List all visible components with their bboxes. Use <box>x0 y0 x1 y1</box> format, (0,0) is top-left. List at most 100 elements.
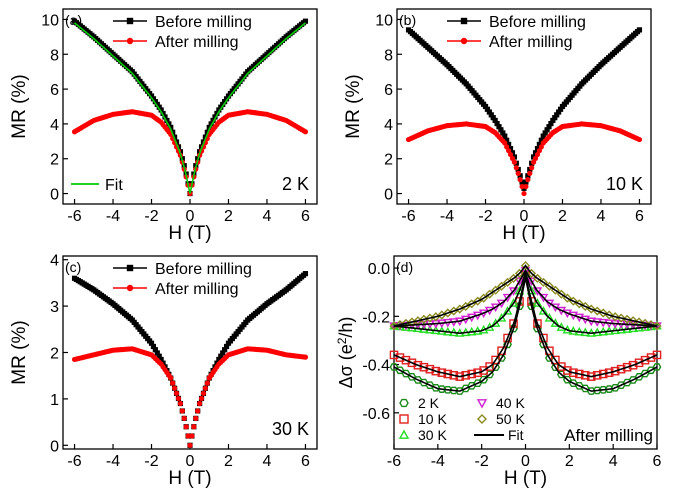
data-point <box>220 101 226 108</box>
data-point <box>214 110 220 117</box>
data-point <box>646 353 656 362</box>
data-point <box>212 114 218 120</box>
legend-entry: Before milling <box>113 14 252 31</box>
data-point <box>531 159 537 165</box>
x-tick-label: 4 <box>597 208 606 225</box>
data-point <box>652 363 662 371</box>
data-point <box>425 364 435 374</box>
data-point <box>302 129 309 135</box>
legend-label: 2 K <box>418 395 440 411</box>
data-point <box>202 385 208 391</box>
data-point <box>586 387 596 395</box>
data-point <box>479 375 489 384</box>
data-point <box>539 333 548 343</box>
y-tick-label: 4 <box>50 117 59 134</box>
x-tick-label: 4 <box>263 208 272 225</box>
data-point <box>610 366 620 376</box>
data-point <box>514 268 525 278</box>
x-tick-label: 2 <box>224 453 233 470</box>
data-point <box>550 318 561 327</box>
data-point <box>568 379 578 388</box>
y-tick-label: 2 <box>50 346 59 363</box>
x-tick-label: -2 <box>478 208 492 225</box>
legend-label: Fit <box>508 427 524 443</box>
data-point <box>526 277 537 287</box>
y-tick-label: 10 <box>375 12 393 29</box>
data-point <box>177 400 183 407</box>
x-tick-label: 0 <box>521 453 530 470</box>
x-axis-label: H (T) <box>168 223 211 244</box>
legend-label: 40 K <box>496 395 525 411</box>
data-point <box>502 306 513 315</box>
y-tick-label: 10 <box>41 12 59 29</box>
data-point <box>395 353 405 362</box>
x-tick-label: -2 <box>144 208 158 225</box>
data-point <box>634 358 644 368</box>
data-point <box>216 356 222 363</box>
data-point <box>552 115 558 121</box>
x-tick-label: -4 <box>106 208 120 225</box>
legend-entry: After milling <box>447 34 573 51</box>
data-point <box>534 151 541 158</box>
data-point <box>507 146 514 152</box>
x-axis-label: H (T) <box>504 468 547 489</box>
data-point <box>636 27 643 33</box>
x-tick-label: 0 <box>520 208 529 225</box>
data-point <box>413 360 423 370</box>
data-point <box>401 355 411 365</box>
x-tick-label: 4 <box>263 453 272 470</box>
data-point <box>170 380 176 386</box>
data-point <box>640 355 650 365</box>
legend-label: After milling <box>155 281 239 298</box>
data-point <box>407 358 417 368</box>
y-axis-label: MR (%) <box>9 74 30 138</box>
legend-entry: After milling <box>113 34 239 51</box>
data-point <box>532 298 543 307</box>
x-tick-label: 2 <box>565 453 574 470</box>
data-point <box>532 155 539 161</box>
legend-marker <box>460 37 468 45</box>
data-point <box>544 127 550 133</box>
x-axis-label: H (T) <box>168 468 211 489</box>
y-tick-label: 6 <box>384 82 393 99</box>
data-point <box>218 353 224 359</box>
legend-label: Before milling <box>489 14 586 31</box>
y-axis-label: Δσ (e2/h) <box>335 317 356 389</box>
y-tick-label: 3 <box>50 299 59 316</box>
data-point <box>431 366 441 376</box>
chart-panel-2: -6 -4 -2 0 2 4 6 0 2 4 6 8 10 H (T) MR (%) (b) Before mi… <box>343 8 652 244</box>
data-point <box>538 306 549 315</box>
x-tick-label: 6 <box>653 453 662 470</box>
legend-entry: 10 K <box>399 411 447 427</box>
fit-line <box>393 270 658 335</box>
data-point <box>419 378 429 387</box>
data-point <box>193 415 199 421</box>
data-point <box>156 104 162 110</box>
y-tick-label: 4 <box>384 117 393 134</box>
data-point <box>467 382 477 390</box>
series-2-k <box>389 273 662 395</box>
data-point <box>628 360 638 370</box>
data-point <box>574 382 584 390</box>
legend-marker <box>126 264 134 272</box>
data-point <box>540 133 546 139</box>
data-point <box>523 179 529 185</box>
data-point <box>502 133 508 139</box>
x-tick-label: -6 <box>67 453 81 470</box>
data-point <box>526 268 537 278</box>
data-point <box>534 146 541 152</box>
series-fit <box>73 22 307 194</box>
data-point <box>502 293 513 303</box>
legend-label: After milling <box>155 34 239 51</box>
y-tick-label: -0.2 <box>362 309 390 326</box>
data-point <box>191 424 197 430</box>
fit-line <box>393 264 658 327</box>
data-point <box>166 121 172 127</box>
x-axis-label: H (T) <box>502 223 545 244</box>
y-tick-label: 8 <box>50 47 59 64</box>
data-point <box>189 433 195 439</box>
data-point <box>222 347 228 353</box>
data-point <box>168 375 174 381</box>
data-point <box>152 99 158 105</box>
data-point <box>158 356 164 363</box>
